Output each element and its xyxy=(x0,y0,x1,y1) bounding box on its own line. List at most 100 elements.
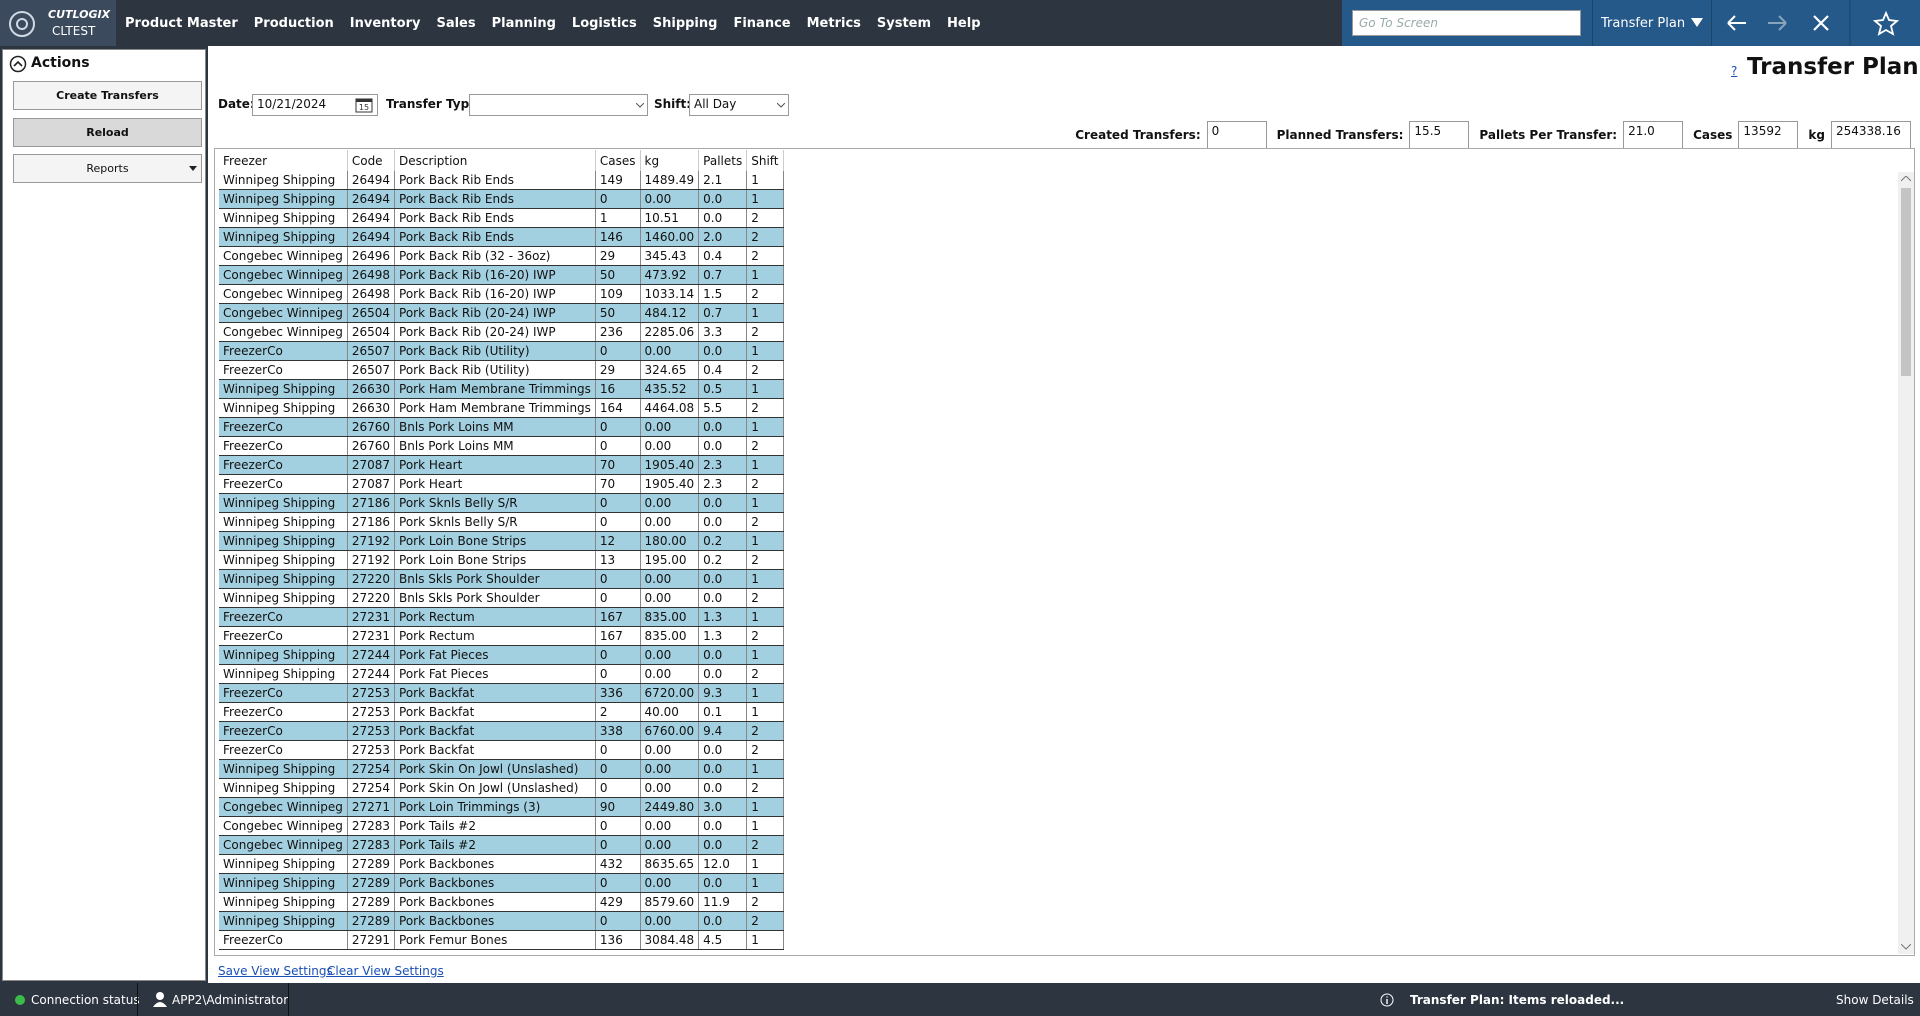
table-row[interactable]: Winnipeg Shipping 27220 Bnls Skls Pork Sho… xyxy=(219,569,784,589)
table-row[interactable]: Winnipeg Shipping 27192 Pork Loin Bone Str… xyxy=(219,550,784,570)
menu-item[interactable]: System xyxy=(876,15,932,31)
table-cell: 0.5 xyxy=(698,379,748,399)
favorite-button[interactable] xyxy=(1872,10,1900,36)
table-row[interactable]: Winnipeg Shipping 27289 Pork Backbones 0 0.0… xyxy=(219,911,784,931)
table-cell: 26494 xyxy=(347,189,396,209)
table-cell: 835.00 xyxy=(640,607,700,627)
screen-selector[interactable]: Transfer Plan xyxy=(1592,0,1712,46)
create-transfers-button[interactable]: Create Transfers xyxy=(13,81,202,110)
table-row[interactable]: Winnipeg Shipping 26630 Pork Ham Membrane … xyxy=(219,398,784,418)
menu-item[interactable]: Shipping xyxy=(652,15,718,31)
search-box[interactable]: Go To Screen xyxy=(1352,10,1581,36)
table-row[interactable]: FreezerCo 27253 Pork Backfat 2 40.00 0.1 1 xyxy=(219,702,784,722)
table-row[interactable]: Winnipeg Shipping 27289 Pork Backbones 429 8… xyxy=(219,892,784,912)
date-input[interactable]: 10/21/2024 15 xyxy=(252,94,378,116)
table-row[interactable]: Winnipeg Shipping 26494 Pork Back Rib Ends… xyxy=(219,171,784,190)
table-row[interactable]: Winnipeg Shipping 26494 Pork Back Rib Ends… xyxy=(219,208,784,228)
menu-item[interactable]: Product Master xyxy=(125,15,238,31)
table-row[interactable]: FreezerCo 27231 Pork Rectum 167 835.00 1.3 1 xyxy=(219,607,784,627)
clear-view-link[interactable]: Clear View Settings xyxy=(327,964,444,978)
table-row[interactable]: Winnipeg Shipping 27254 Pork Skin On Jowl … xyxy=(219,759,784,779)
forward-button[interactable] xyxy=(1768,15,1787,31)
column-header[interactable]: Freezer xyxy=(219,150,348,171)
menu-item[interactable]: Sales xyxy=(436,15,476,31)
back-button[interactable] xyxy=(1727,15,1746,31)
close-button[interactable] xyxy=(1813,15,1829,31)
scroll-thumb[interactable] xyxy=(1901,188,1911,376)
table-row[interactable]: FreezerCo 27087 Pork Heart 70 1905.40 2.3 2 xyxy=(219,474,784,494)
table-row[interactable]: Congebec Winnipeg 26504 Pork Back Rib (20-… xyxy=(219,322,784,342)
table-cell: 40.00 xyxy=(640,702,700,722)
table-cell: 0.00 xyxy=(640,816,700,836)
table-cell: 2 xyxy=(746,721,784,741)
table-cell: 0.0 xyxy=(698,436,748,456)
table-row[interactable]: Winnipeg Shipping 27186 Pork Sknls Belly S… xyxy=(219,493,784,513)
collapse-icon[interactable] xyxy=(9,55,27,73)
table-row[interactable]: Congebec Winnipeg 26504 Pork Back Rib (20-… xyxy=(219,303,784,323)
menu-item[interactable]: Production xyxy=(253,15,334,31)
table-row[interactable]: FreezerCo 26760 Bnls Pork Loins MM 0 0.00 0.0… xyxy=(219,436,784,456)
table-row[interactable]: FreezerCo 27087 Pork Heart 70 1905.40 2.3 1 xyxy=(219,455,784,475)
table-row[interactable]: FreezerCo 27253 Pork Backfat 336 6720.00 9.3 1 xyxy=(219,683,784,703)
transfer-type-dropdown[interactable] xyxy=(469,94,648,116)
table-row[interactable]: Winnipeg Shipping 26494 Pork Back Rib Ends… xyxy=(219,227,784,247)
reload-button[interactable]: Reload xyxy=(13,118,202,147)
table-row[interactable]: Winnipeg Shipping 26494 Pork Back Rib Ends… xyxy=(219,189,784,209)
shift-dropdown[interactable]: All Day xyxy=(689,94,789,116)
help-link[interactable]: ? xyxy=(1731,64,1738,78)
table-row[interactable]: Winnipeg Shipping 27244 Pork Fat Pieces 0 0.… xyxy=(219,645,784,665)
column-header[interactable]: Description xyxy=(394,150,596,171)
table-row[interactable]: Congebec Winnipeg 26498 Pork Back Rib (16-… xyxy=(219,284,784,304)
table-row[interactable]: FreezerCo 27253 Pork Backfat 0 0.00 0.0 2 xyxy=(219,740,784,760)
menu-item[interactable]: Metrics xyxy=(806,15,861,31)
column-header[interactable]: Cases xyxy=(595,150,641,171)
table-cell: 1 xyxy=(746,303,784,323)
column-header[interactable]: Code xyxy=(347,150,396,171)
connection-status[interactable]: Connection status xyxy=(31,993,140,1007)
table-row[interactable]: FreezerCo 27253 Pork Backfat 338 6760.00 9.4 2 xyxy=(219,721,784,741)
table-row[interactable]: FreezerCo 26507 Pork Back Rib (Utility) 0 0.… xyxy=(219,341,784,361)
menu-item[interactable]: Help xyxy=(947,15,981,31)
show-details-button[interactable]: Show Details xyxy=(1836,993,1914,1007)
table-row[interactable]: Congebec Winnipeg 27283 Pork Tails #2 0 0.00… xyxy=(219,816,784,836)
table-row[interactable]: Winnipeg Shipping 27289 Pork Backbones 0 0.0… xyxy=(219,873,784,893)
table-cell: Congebec Winnipeg xyxy=(219,322,348,342)
menu-item[interactable]: Finance xyxy=(733,15,791,31)
menu-item[interactable]: Planning xyxy=(491,15,556,31)
reports-dropdown[interactable]: Reports xyxy=(13,154,202,183)
table-cell: 432 xyxy=(595,854,641,874)
save-view-link[interactable]: Save View Settings xyxy=(218,964,333,978)
table-row[interactable]: Congebec Winnipeg 27271 Pork Loin Trimming… xyxy=(219,797,784,817)
table-cell: Winnipeg Shipping xyxy=(219,493,348,513)
column-header[interactable]: Shift xyxy=(746,150,784,171)
scroll-down[interactable] xyxy=(1901,944,1911,950)
table-row[interactable]: FreezerCo 26507 Pork Back Rib (Utility) 29 3… xyxy=(219,360,784,380)
table-row[interactable]: Winnipeg Shipping 27244 Pork Fat Pieces 0 0.… xyxy=(219,664,784,684)
table-row[interactable]: Winnipeg Shipping 27220 Bnls Skls Pork Sho… xyxy=(219,588,784,608)
table-row[interactable]: FreezerCo 27291 Pork Femur Bones 136 3084.48… xyxy=(219,930,784,950)
table-row[interactable]: Winnipeg Shipping 27192 Pork Loin Bone Str… xyxy=(219,531,784,551)
table-row[interactable]: FreezerCo 27231 Pork Rectum 167 835.00 1.3 2 xyxy=(219,626,784,646)
table-cell: 26630 xyxy=(347,398,396,418)
column-header[interactable]: Pallets xyxy=(698,150,748,171)
table-row[interactable]: FreezerCo 26760 Bnls Pork Loins MM 0 0.00 0.0… xyxy=(219,417,784,437)
reports-label: Reports xyxy=(86,162,129,175)
table-row[interactable]: Congebec Winnipeg 26498 Pork Back Rib (16-… xyxy=(219,265,784,285)
table-row[interactable]: Congebec Winnipeg 27283 Pork Tails #2 0 0.00… xyxy=(219,835,784,855)
summary-bar: Created Transfers: 0 Planned Transfers: 15.… xyxy=(1075,121,1915,149)
table-row[interactable]: Winnipeg Shipping 27289 Pork Backbones 432 8… xyxy=(219,854,784,874)
table-cell: FreezerCo xyxy=(219,417,348,437)
logo[interactable]: CUTLOGIX CLTEST xyxy=(0,0,116,46)
menu-item[interactable]: Inventory xyxy=(349,15,421,31)
table-cell: 26630 xyxy=(347,379,396,399)
scroll-up[interactable] xyxy=(1901,176,1911,182)
table-cell: FreezerCo xyxy=(219,360,348,380)
menu-item[interactable]: Logistics xyxy=(571,15,637,31)
table-row[interactable]: Winnipeg Shipping 26630 Pork Ham Membrane … xyxy=(219,379,784,399)
table-row[interactable]: Congebec Winnipeg 26496 Pork Back Rib (32 … xyxy=(219,246,784,266)
column-header[interactable]: kg xyxy=(640,150,700,171)
table-row[interactable]: Winnipeg Shipping 27254 Pork Skin On Jowl … xyxy=(219,778,784,798)
table-cell: Pork Back Rib (Utility) xyxy=(394,360,596,380)
table-row[interactable]: Winnipeg Shipping 27186 Pork Sknls Belly S… xyxy=(219,512,784,532)
calendar-icon[interactable]: 15 xyxy=(355,97,373,113)
